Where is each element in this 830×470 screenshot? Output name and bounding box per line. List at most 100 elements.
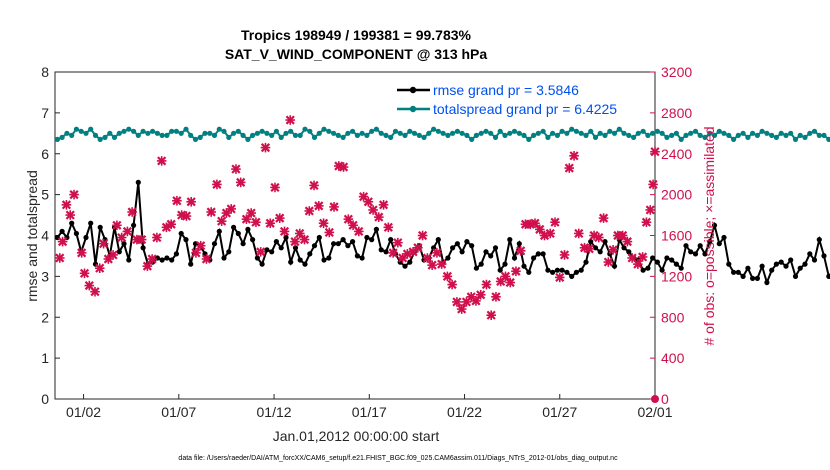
right-tick-label: 1600 [661, 228, 692, 244]
rmse-point [583, 259, 589, 265]
rmse-point [183, 237, 189, 243]
rmse-point [711, 222, 718, 228]
rmse-point [731, 269, 737, 275]
rmse-point [697, 243, 703, 249]
rmse-point [764, 279, 770, 286]
right-axis-ticks: 0 400 800 1200 1600 2000 2400 2800 3200 [650, 64, 692, 407]
totalspread-point [716, 128, 722, 134]
rmse-point [335, 241, 341, 247]
obs-point [432, 248, 442, 258]
obs-point [270, 182, 280, 193]
totalspread-point [59, 134, 65, 140]
left-tick-label: 8 [41, 64, 49, 80]
obs-point [172, 195, 182, 206]
rmse-point [826, 273, 830, 279]
rmse-point [278, 245, 284, 251]
rmse-point [645, 265, 651, 271]
rmse-point [69, 220, 75, 226]
rmse-point [759, 263, 765, 269]
totalspread-point [388, 134, 394, 140]
totalspread-point [359, 130, 365, 136]
obs-point [279, 226, 290, 237]
rmse-point [407, 259, 413, 265]
obs-point [545, 228, 556, 239]
totalspread-point [207, 130, 213, 136]
totalspread-point [197, 134, 203, 140]
obs-point [633, 259, 643, 269]
obs-point [363, 196, 374, 207]
totalspread-point [383, 132, 389, 138]
rmse-point [292, 245, 299, 251]
totalspread-point [259, 128, 265, 134]
rmse-point [726, 261, 732, 267]
rmse-point [121, 241, 127, 247]
legend-spread-label: totalspread grand pr = 6.4225 [433, 101, 617, 117]
rmse-point [302, 261, 308, 267]
totalspread-point [621, 130, 627, 136]
obs-point [378, 200, 389, 210]
obs-point [304, 206, 315, 216]
rmse-point [140, 245, 146, 251]
right-tick-label: 2400 [661, 146, 692, 162]
totalspread-point [235, 128, 241, 134]
totalspread-point [764, 130, 770, 136]
totalspread-point [178, 130, 184, 136]
rmse-point [754, 275, 761, 281]
rmse-point [650, 255, 656, 261]
totalspread-point [297, 132, 303, 138]
rmse-point [116, 249, 122, 255]
rmse-point [773, 261, 780, 267]
obs-point [201, 254, 212, 264]
rmse-point [783, 263, 789, 269]
totalspread-point [250, 132, 256, 138]
totalspread-point [154, 130, 160, 136]
totalspread-point [431, 126, 437, 132]
rmse-point [264, 247, 270, 253]
obs-point [216, 216, 227, 226]
rmse-point [573, 269, 580, 275]
obs-point [206, 207, 216, 217]
obs-point [94, 263, 105, 273]
rmse-point [388, 237, 394, 243]
totalspread-point [645, 132, 651, 138]
totalspread-point [802, 134, 808, 140]
rmse-point [311, 243, 318, 249]
totalspread-point [69, 132, 75, 138]
left-tick-label: 2 [41, 309, 49, 325]
left-tick-label: 7 [41, 105, 49, 121]
chart-title-line2: SAT_V_WIND_COMPONENT @ 313 hPa [225, 46, 488, 62]
totalspread-point [411, 130, 418, 136]
totalspread-point [564, 130, 570, 136]
rmse-point [326, 255, 332, 261]
rmse-point [592, 245, 599, 251]
rmse-point [459, 249, 465, 255]
rmse-point [131, 222, 137, 228]
totalspread-point [459, 130, 465, 136]
totalspread-point [116, 130, 122, 136]
rmse-point [435, 237, 441, 243]
totalspread-point [669, 132, 675, 138]
rmse-point [254, 255, 260, 261]
totalspread-point [331, 130, 337, 136]
obs-point [603, 257, 614, 267]
totalspread-point [226, 134, 232, 140]
totalspread-point [726, 132, 732, 138]
y-axis-right-label: # of obs: o=possible; ×=assimilated [701, 126, 717, 345]
totalspread-point [531, 132, 537, 138]
totalspread-point [64, 130, 70, 136]
rmse-point [454, 241, 460, 247]
legend: rmse grand pr = 3.5846 totalspread grand… [397, 82, 617, 117]
rmse-point [235, 230, 241, 237]
rmse-point [359, 255, 365, 261]
totalspread-point [745, 134, 751, 140]
rmse-point [716, 241, 722, 247]
obs-point [388, 248, 398, 258]
obs-point [427, 260, 437, 270]
rmse-point [173, 251, 179, 257]
rmse-point [469, 243, 475, 249]
totalspread-point [126, 126, 132, 132]
totalspread-point [697, 132, 703, 138]
obs-point [491, 292, 501, 302]
left-tick-label: 0 [41, 391, 49, 407]
